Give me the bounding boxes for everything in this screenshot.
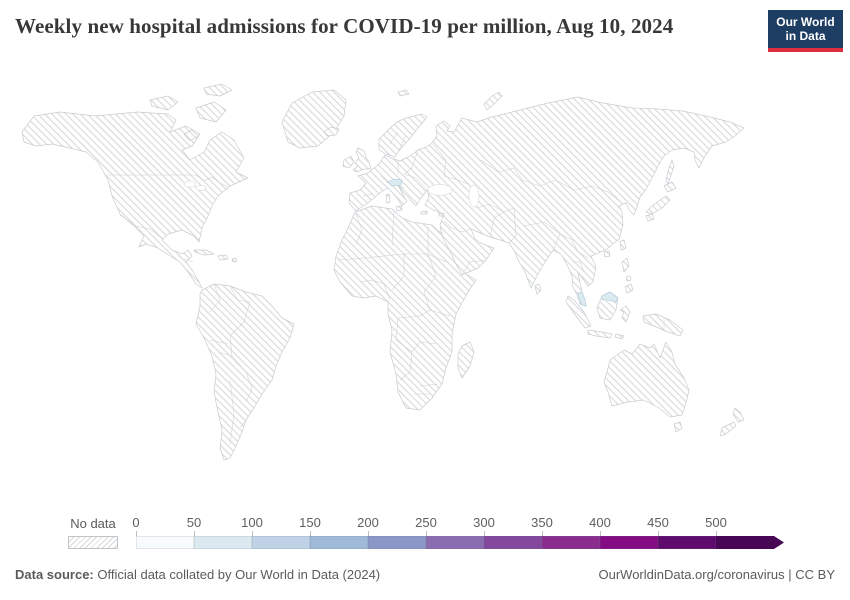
legend-tick-label: 250 <box>415 515 437 530</box>
legend-tick-label: 200 <box>357 515 379 530</box>
caspian-sea <box>468 184 480 208</box>
landmass-indonesia[interactable] <box>565 291 684 340</box>
legend-tick-mark <box>310 531 311 536</box>
owid-logo-line1: Our World <box>776 15 835 29</box>
legend-color-segment[interactable] <box>600 536 658 549</box>
legend-tick-label: 350 <box>531 515 553 530</box>
legend-color-bar[interactable]: 0 50 100 150 200 250 300 350 400 450 500 <box>132 514 796 550</box>
country-malaysia-peninsular[interactable] <box>577 291 587 307</box>
legend-tick-mark <box>484 531 485 536</box>
landmass-australia[interactable] <box>603 341 690 418</box>
legend-tick-label: 0 <box>132 515 140 530</box>
footer-source: Data source: Official data collated by O… <box>15 567 380 582</box>
landmass-svalbard[interactable] <box>397 89 410 97</box>
footer-credit[interactable]: OurWorldinData.org/coronavirus | CC BY <box>598 567 835 582</box>
landmass-arctic-islands[interactable] <box>149 83 233 142</box>
landmass-british-isles[interactable] <box>342 147 372 173</box>
landmass-eurasia[interactable] <box>348 96 745 307</box>
legend-no-data: No data <box>68 514 118 549</box>
landmass-africa[interactable] <box>333 205 477 411</box>
legend-tick-label: 300 <box>473 515 495 530</box>
legend-tick-label: 50 <box>186 515 202 530</box>
landmass-novaya-zemlya[interactable] <box>483 91 503 111</box>
legend-tick-label: 500 <box>705 515 727 530</box>
legend-no-data-swatch[interactable] <box>68 536 118 549</box>
landmass-new-zealand[interactable] <box>719 407 745 437</box>
owid-logo-line2: in Data <box>785 29 826 43</box>
great-lakes-east <box>195 185 207 191</box>
legend-color-segment[interactable] <box>426 536 484 549</box>
legend-tick-label: 400 <box>589 515 611 530</box>
footer: Data source: Official data collated by O… <box>15 567 835 582</box>
page-title: Weekly new hospital admissions for COVID… <box>15 14 674 38</box>
legend-color-segment[interactable] <box>716 536 784 549</box>
landmass-madagascar[interactable] <box>457 341 475 379</box>
landmass-greenland[interactable] <box>281 89 347 149</box>
landmass-sri-lanka[interactable] <box>534 283 542 295</box>
legend-color-segment[interactable] <box>310 536 368 549</box>
legend-tick-mark <box>252 531 253 536</box>
landmass-japan[interactable] <box>645 181 677 222</box>
landmass-mediterranean-islands[interactable] <box>385 193 445 217</box>
legend-tick-mark <box>194 531 195 536</box>
country-borders <box>108 131 665 445</box>
legend-color-segment[interactable] <box>542 536 600 549</box>
landmass-tasmania[interactable] <box>673 421 683 433</box>
great-lakes <box>183 180 197 188</box>
legend-tick-mark <box>136 531 137 536</box>
landmass-north-america[interactable] <box>21 111 249 289</box>
legend-tick-label: 450 <box>647 515 669 530</box>
legend-tick-label: 150 <box>299 515 321 530</box>
footer-source-label: Data source: <box>15 567 94 582</box>
legend-color-segment[interactable] <box>368 536 426 549</box>
country-austria[interactable] <box>387 178 403 187</box>
legend-tick-label: 100 <box>241 515 263 530</box>
legend-color-segment[interactable] <box>136 536 194 549</box>
legend-tick-mark <box>368 531 369 536</box>
owid-logo[interactable]: Our World in Data <box>768 10 843 52</box>
legend-tick-mark <box>658 531 659 536</box>
landmass-iceland[interactable] <box>323 126 340 137</box>
country-malaysia-borneo[interactable] <box>601 291 619 303</box>
legend-color-segment[interactable] <box>484 536 542 549</box>
footer-source-text: Official data collated by Our World in D… <box>93 567 381 582</box>
landmass-philippines[interactable] <box>621 257 634 294</box>
landmass-caribbean[interactable] <box>193 249 238 263</box>
legend-color-segment[interactable] <box>252 536 310 549</box>
legend-tick-mark <box>600 531 601 536</box>
landmass-taiwan-hainan[interactable] <box>603 239 627 258</box>
legend-color-segment[interactable] <box>194 536 252 549</box>
black-sea <box>427 184 453 196</box>
landmass-sakhalin[interactable] <box>665 159 675 185</box>
legend-color-segment[interactable] <box>658 536 716 549</box>
legend-tick-mark <box>542 531 543 536</box>
legend-no-data-label: No data <box>70 516 116 531</box>
landmass-south-america[interactable] <box>195 283 295 461</box>
legend-tick-mark <box>426 531 427 536</box>
legend-tick-mark <box>716 531 717 536</box>
landmass-scandinavia[interactable] <box>378 113 428 158</box>
